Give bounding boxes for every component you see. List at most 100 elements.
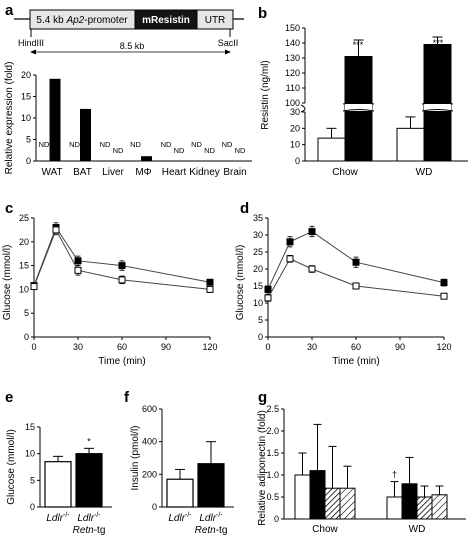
x-tick-label: 0 bbox=[265, 342, 270, 352]
site-left-label: HindIII bbox=[18, 38, 44, 48]
span-label: 8.5 kb bbox=[120, 41, 145, 51]
y-tick-label: 20 bbox=[290, 123, 300, 133]
chart-c: 0 5 10 15 20 25 0 30 60 90 120 Time (min) Glucose (m… bbox=[2, 213, 218, 367]
panel-label-d: d bbox=[240, 200, 249, 217]
x-tick-label: BAT bbox=[73, 167, 92, 178]
x-tick-label: Liver bbox=[102, 167, 124, 178]
chart-e: 0 5 10 15 Glucose (mmol/l) Ldlr-/- Ldlr-/-Retn… bbox=[6, 422, 112, 536]
y-tick-label: 0 bbox=[152, 502, 157, 512]
x-axis-label: Time (min) bbox=[98, 356, 145, 367]
nd-label: ND bbox=[161, 140, 172, 149]
y-tick-label: 20 bbox=[21, 70, 31, 80]
y-tick-label: 130 bbox=[285, 53, 300, 63]
y-tick-label: 20 bbox=[253, 264, 263, 274]
promoter-label: 5.4 kb Ap2-promoter bbox=[36, 15, 128, 26]
data-point bbox=[352, 282, 360, 290]
bar bbox=[75, 453, 103, 508]
y-tick-label: 0.5 bbox=[266, 492, 279, 502]
x-tick-label: Brain bbox=[223, 167, 246, 178]
y-tick-label: 1.0 bbox=[266, 470, 279, 480]
bar bbox=[44, 461, 72, 508]
bar bbox=[317, 137, 346, 162]
significance-label: *** bbox=[433, 38, 444, 48]
significance-label: † bbox=[435, 49, 440, 59]
data-point bbox=[352, 258, 360, 266]
y-tick-label: 25 bbox=[19, 213, 29, 223]
bar-break-line bbox=[421, 102, 454, 105]
bar-break-line bbox=[342, 102, 375, 105]
utr-label: UTR bbox=[205, 15, 226, 26]
bar bbox=[166, 478, 194, 508]
bar bbox=[431, 494, 448, 520]
y-tick-label: 15 bbox=[253, 281, 263, 291]
data-point bbox=[286, 255, 294, 263]
data-point bbox=[264, 294, 272, 302]
y-tick-label: 10 bbox=[290, 140, 300, 150]
y-tick-label: 200 bbox=[142, 469, 157, 479]
bar bbox=[339, 487, 356, 520]
y-tick-label: 15 bbox=[19, 261, 29, 271]
data-point bbox=[308, 265, 316, 273]
y-tick-label: 20 bbox=[19, 237, 29, 247]
x-axis-label: Time (min) bbox=[332, 356, 379, 367]
x-tick-label: Ldlr-/- bbox=[46, 512, 70, 524]
data-point bbox=[118, 276, 126, 284]
significance-label: † bbox=[392, 470, 397, 480]
x-tick-label: WD bbox=[416, 167, 433, 178]
data-point bbox=[30, 283, 38, 291]
y-tick-label: 15 bbox=[21, 92, 31, 102]
bar bbox=[386, 496, 403, 520]
y-tick-label: 10 bbox=[25, 449, 35, 459]
x-tick-label: 120 bbox=[436, 342, 451, 352]
x-tick-label: Chow bbox=[332, 167, 358, 178]
x-tick-label: Ldlr-/- bbox=[199, 512, 223, 524]
y-tick-label: 30 bbox=[290, 107, 300, 117]
y-tick-label: 5 bbox=[24, 308, 29, 318]
chart-f: 0 200 400 600 Insulin (pmol/l) Ldlr-/- Ldlr-/-… bbox=[130, 404, 234, 536]
bar bbox=[396, 127, 425, 162]
y-tick-label: 400 bbox=[142, 437, 157, 447]
x-tick-label: Heart bbox=[162, 167, 187, 178]
panel-label-c: c bbox=[5, 200, 13, 217]
bar bbox=[197, 463, 225, 508]
bar bbox=[141, 156, 152, 162]
y-tick-label: 0 bbox=[274, 514, 279, 524]
x-tick-label: 60 bbox=[117, 342, 127, 352]
y-axis-label: Glucose (mmol/l) bbox=[235, 245, 246, 321]
nd-label: ND bbox=[39, 140, 50, 149]
nd-label: ND bbox=[204, 146, 215, 155]
x-tick-label: 90 bbox=[161, 342, 171, 352]
bar-break-line bbox=[421, 109, 454, 112]
panel-label-a: a bbox=[5, 2, 14, 19]
y-tick-label: 2.0 bbox=[266, 426, 279, 436]
x-tick-label: WD bbox=[409, 524, 426, 535]
x-tick-label: Kidney bbox=[189, 167, 220, 178]
data-point bbox=[440, 292, 448, 300]
y-axis-label: Insulin (pmol/l) bbox=[130, 425, 141, 490]
x-tick-label: Retn-tg bbox=[195, 525, 228, 536]
y-tick-label: 0 bbox=[258, 332, 263, 342]
bar bbox=[401, 483, 418, 520]
y-tick-label: 0 bbox=[30, 502, 35, 512]
bar bbox=[49, 78, 61, 162]
panel-label-e: e bbox=[5, 389, 13, 406]
x-tick-label: Retn-tg bbox=[73, 525, 106, 536]
span-arrow-left bbox=[30, 49, 36, 55]
data-point bbox=[206, 285, 214, 293]
nd-label: ND bbox=[222, 140, 233, 149]
y-tick-label: 0 bbox=[24, 332, 29, 342]
bar-break-line bbox=[342, 109, 375, 112]
y-axis-label: Relative expression (fold) bbox=[4, 62, 15, 175]
chart-d: 0 5 10 15 20 25 30 35 0 30 60 90 120 Time (min) Glucos… bbox=[235, 213, 452, 367]
gene-label: mResistin bbox=[142, 15, 190, 26]
data-point bbox=[52, 226, 60, 234]
x-tick-label: WAT bbox=[41, 167, 62, 178]
data-point bbox=[118, 262, 126, 270]
y-tick-label: 5 bbox=[258, 315, 263, 325]
data-point bbox=[74, 257, 82, 265]
x-tick-label: Chow bbox=[312, 524, 338, 535]
nd-label: ND bbox=[191, 140, 202, 149]
nd-label: ND bbox=[174, 146, 185, 155]
data-point bbox=[440, 279, 448, 287]
